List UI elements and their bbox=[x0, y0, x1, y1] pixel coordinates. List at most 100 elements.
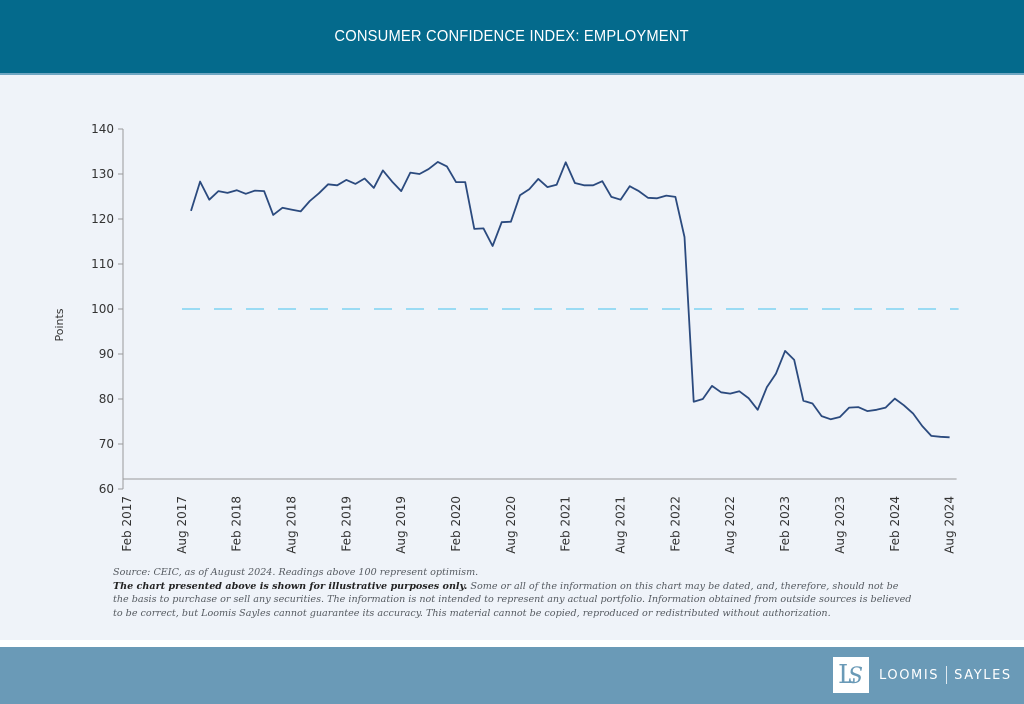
disclaimer: The chart presented above is shown for i… bbox=[113, 580, 913, 621]
x-tick-label: Aug 2021 bbox=[614, 496, 628, 554]
data-point bbox=[355, 183, 357, 185]
data-point bbox=[236, 189, 238, 191]
data-point bbox=[830, 418, 832, 420]
data-point bbox=[492, 245, 494, 247]
logo-divider bbox=[946, 666, 948, 684]
x-tick-label: Feb 2022 bbox=[668, 496, 682, 552]
data-point bbox=[300, 210, 302, 212]
data-point bbox=[912, 412, 914, 414]
footer-bar: L S LOOMIS SAYLES bbox=[0, 647, 1024, 704]
data-point bbox=[592, 184, 594, 186]
data-point bbox=[382, 169, 384, 171]
data-point bbox=[574, 182, 576, 184]
y-tick-label: 110 bbox=[91, 257, 114, 271]
data-points bbox=[190, 161, 951, 438]
data-point bbox=[373, 187, 375, 189]
data-point bbox=[921, 425, 923, 427]
logo-mark-s: S bbox=[848, 664, 864, 689]
data-point bbox=[729, 393, 731, 395]
logo-wordmark: LOOMIS SAYLES bbox=[879, 666, 1012, 684]
data-point bbox=[272, 214, 274, 216]
data-point bbox=[318, 192, 320, 194]
data-point bbox=[190, 210, 192, 212]
data-point bbox=[199, 181, 201, 183]
data-point bbox=[263, 190, 265, 192]
data-point bbox=[291, 209, 293, 211]
y-tick-label: 60 bbox=[99, 482, 114, 496]
data-point bbox=[327, 183, 329, 185]
chart-panel bbox=[0, 75, 1024, 640]
data-point bbox=[638, 190, 640, 192]
data-point bbox=[437, 161, 439, 163]
data-point bbox=[885, 407, 887, 409]
y-tick-label: 70 bbox=[99, 437, 114, 451]
data-point bbox=[839, 416, 841, 418]
data-point bbox=[775, 373, 777, 375]
data-point bbox=[208, 199, 210, 201]
y-tick-label: 100 bbox=[91, 302, 114, 316]
data-point bbox=[601, 180, 603, 182]
x-tick-label: Feb 2020 bbox=[449, 496, 463, 552]
loomis-sayles-logo: L S LOOMIS SAYLES bbox=[833, 657, 1012, 693]
data-point bbox=[464, 181, 466, 183]
header-bar: CONSUMER CONFIDENCE INDEX: EMPLOYMENT bbox=[0, 0, 1024, 75]
data-point bbox=[583, 184, 585, 186]
data-point bbox=[245, 193, 247, 195]
data-point bbox=[647, 197, 649, 199]
data-point bbox=[821, 415, 823, 417]
data-point bbox=[766, 386, 768, 388]
x-tick-label: Feb 2024 bbox=[888, 496, 902, 552]
data-point bbox=[345, 179, 347, 181]
y-tick-label: 120 bbox=[91, 212, 114, 226]
data-point bbox=[254, 190, 256, 192]
source-note: Source: CEIC, as of August 2024. Reading… bbox=[113, 567, 479, 578]
x-tick-label: Feb 2019 bbox=[339, 496, 353, 552]
data-point bbox=[793, 359, 795, 361]
series-line-employment bbox=[190, 161, 950, 439]
x-tick-label: Feb 2023 bbox=[778, 496, 792, 552]
data-point bbox=[738, 390, 740, 392]
x-tick-label: Aug 2023 bbox=[833, 496, 847, 554]
data-point bbox=[857, 406, 859, 408]
data-point bbox=[455, 181, 457, 183]
data-point bbox=[400, 190, 402, 192]
data-point bbox=[546, 186, 548, 188]
footnote: Source: CEIC, as of August 2024. Reading… bbox=[113, 566, 913, 620]
data-point bbox=[501, 221, 503, 223]
y-tick-label: 80 bbox=[99, 392, 114, 406]
x-tick-label: Aug 2018 bbox=[285, 496, 299, 554]
data-point bbox=[309, 200, 311, 202]
logo-mark-icon: L S bbox=[833, 657, 869, 693]
data-point bbox=[802, 400, 804, 402]
data-point bbox=[565, 161, 567, 163]
data-point bbox=[473, 228, 475, 230]
data-point bbox=[620, 199, 622, 201]
data-point bbox=[336, 184, 338, 186]
data-point bbox=[428, 168, 430, 170]
data-point bbox=[848, 407, 850, 409]
y-tick-label: 130 bbox=[91, 167, 114, 181]
x-tick-label: Aug 2020 bbox=[504, 496, 518, 554]
data-point bbox=[702, 398, 704, 400]
x-tick-label: Aug 2022 bbox=[723, 496, 737, 554]
x-axis: Feb 2017 Aug 2017 Feb 2018 Aug 2018 Feb 2019… bbox=[120, 478, 957, 554]
data-point bbox=[483, 227, 485, 229]
data-point bbox=[629, 185, 631, 187]
data-point bbox=[930, 435, 932, 437]
data-point bbox=[812, 403, 814, 405]
data-point bbox=[364, 178, 366, 180]
y-axis: 60 70 80 90 100 110 120 130 140 bbox=[91, 122, 124, 496]
data-point bbox=[556, 184, 558, 186]
data-point bbox=[281, 207, 283, 209]
data-point bbox=[748, 397, 750, 399]
data-point bbox=[227, 192, 229, 194]
x-tick-label: Feb 2021 bbox=[559, 496, 573, 552]
data-point bbox=[784, 350, 786, 352]
logo-mark-l: L bbox=[838, 660, 856, 690]
data-point bbox=[528, 188, 530, 190]
x-tick-label: Aug 2019 bbox=[394, 496, 408, 554]
data-point bbox=[537, 178, 539, 180]
y-axis-label: Points bbox=[53, 308, 66, 341]
line-chart: 60 70 80 90 100 110 120 130 140 Feb 2017 Aug 2017… bbox=[53, 122, 959, 554]
y-tick-label: 140 bbox=[91, 122, 114, 136]
